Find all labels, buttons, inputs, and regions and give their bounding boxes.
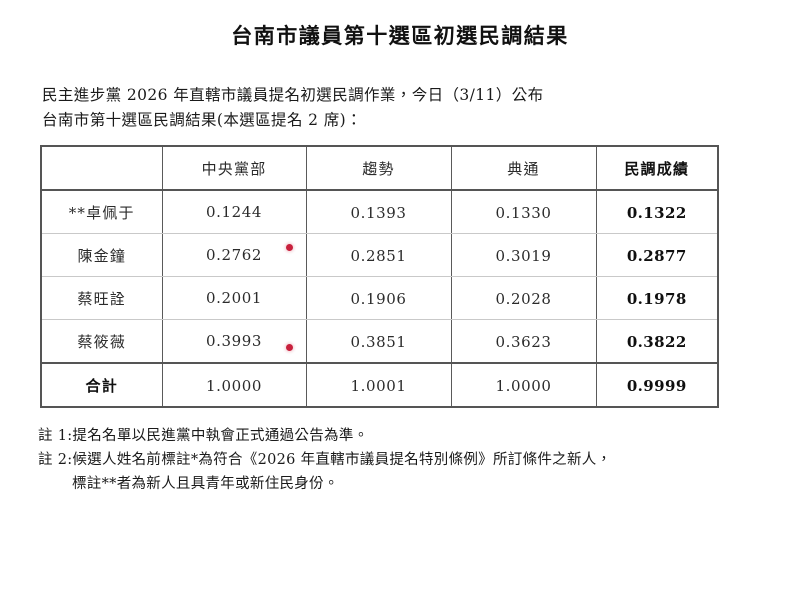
cell-candidate-name: 蔡旺詮 [40,276,163,320]
header-cell-name [40,145,163,191]
cell-col1: 0.1244 [161,189,307,234]
cell-inner: 0.1244 [163,191,306,233]
candidate-name: 蔡筱薇 [77,332,127,351]
header-label-col2: 趨勢 [362,159,395,178]
candidate-name: **卓佩于 [68,203,135,222]
cell-candidate-name: 陳金鐘 [40,233,163,277]
cell-col3: 0.3623 [450,319,597,364]
cell-candidate-name: 蔡筱薇 [40,319,163,364]
cell-col4: 0.2877 [595,233,719,277]
cell-total-col3: 1.0000 [450,362,597,408]
value-col4: 0.1322 [626,203,687,222]
value-col4: 0.3822 [626,332,687,351]
value-col4: 0.1978 [626,289,687,308]
cell-col2: 0.3851 [305,319,452,364]
cell-col3: 0.3019 [450,233,597,277]
cell-total-label: 合計 [40,362,163,408]
value-col2: 0.1906 [350,289,407,308]
footnote-2-line-2: 標註**者為新人且具青年或新住民身份。 [72,476,339,492]
value-col3: 0.3623 [495,332,552,351]
table-total-row: 合計 1.0000 1.0001 1.0000 0.9999 [40,362,719,408]
candidate-name: 陳金鐘 [77,246,127,265]
page-title: 台南市議員第十選區初選民調結果 [231,23,569,48]
total-value-col4: 0.9999 [626,376,687,395]
intro-line-2: 台南市第十選區民調結果(本選區提名 2 席)： [42,111,363,129]
total-value-col3: 1.0000 [495,376,552,395]
poll-results-table: 中央黨部 趨勢 典通 民調成績 **卓佩于 [40,145,719,408]
footnotes: 註 1:提名名單以民進黨中執會正式通過公告為準。 註 2:候選人姓名前標註*為符… [38,424,758,496]
cell-candidate-name: **卓佩于 [40,189,163,234]
table-row: **卓佩于 0.1244 0.1393 0.1330 0.1322 [40,189,719,234]
intro-line-1: 民主進步黨 2026 年直轄市議員提名初選民調作業，今日（3/11）公布 [42,86,544,104]
value-col2: 0.1393 [350,203,407,222]
cell-inner: 0.2762 [163,234,306,276]
value-col1: 0.2001 [205,289,263,307]
value-col2: 0.3851 [350,332,407,351]
cell-col4: 0.1978 [595,276,719,320]
cell-inner: 0.2001 [163,277,306,319]
cell-col2: 0.1393 [305,189,452,234]
footnote-1: 註 1:提名名單以民進黨中執會正式通過公告為準。 [38,428,369,444]
intro-paragraph: 民主進步黨 2026 年直轄市議員提名初選民調作業，今日（3/11）公布 台南市… [42,83,742,133]
value-col4: 0.2877 [626,246,687,265]
total-label: 合計 [85,376,118,395]
red-dot-marker-icon [285,344,293,351]
cell-col1: 0.2001 [161,276,307,320]
cell-inner: 0.3993 [163,320,306,362]
header-label-col4: 民調成績 [624,159,690,178]
cell-col3: 0.1330 [450,189,597,234]
value-col1: 0.3993 [205,332,263,350]
cell-col1: 0.2762 [161,233,307,277]
value-col3: 0.1330 [495,203,552,222]
footnote-2-line-1: 註 2:候選人姓名前標註*為符合《2026 年直轄市議員提名特別條例》所訂條件之… [38,452,612,468]
value-col3: 0.2028 [495,289,552,308]
table-row: 陳金鐘 0.2762 0.2851 0.3019 [40,233,719,277]
header-cell-col4: 民調成績 [595,145,719,191]
cell-col4: 0.3822 [595,319,719,364]
table-row: 蔡筱薇 0.3993 0.3851 0.3623 [40,319,719,364]
value-col1: 0.1244 [205,203,263,221]
value-col2: 0.2851 [350,246,407,265]
cell-col2: 0.1906 [305,276,452,320]
red-dot-marker-icon [285,244,293,251]
cell-col1: 0.3993 [161,319,307,364]
cell-col3: 0.2028 [450,276,597,320]
cell-total-col4: 0.9999 [595,362,719,408]
candidate-name: 蔡旺詮 [77,289,127,308]
header-cell-col2: 趨勢 [305,145,452,191]
header-cell-col3: 典通 [450,145,597,191]
value-col1: 0.2762 [205,246,263,264]
header-label-col1: 中央黨部 [201,159,267,178]
table-header-row: 中央黨部 趨勢 典通 民調成績 [40,145,719,191]
poll-results-table-container: 中央黨部 趨勢 典通 民調成績 **卓佩于 [40,145,719,408]
cell-total-col2: 1.0001 [305,362,452,408]
table-row: 蔡旺詮 0.2001 0.1906 0.2028 0.1978 [40,276,719,320]
header-label-col3: 典通 [507,159,540,178]
cell-col2: 0.2851 [305,233,452,277]
value-col3: 0.3019 [495,246,552,265]
header-cell-col1: 中央黨部 [161,145,307,191]
cell-col4: 0.1322 [595,189,719,234]
cell-total-col1: 1.0000 [161,362,307,408]
total-value-col2: 1.0001 [350,376,407,395]
total-value-col1: 1.0000 [205,376,263,395]
